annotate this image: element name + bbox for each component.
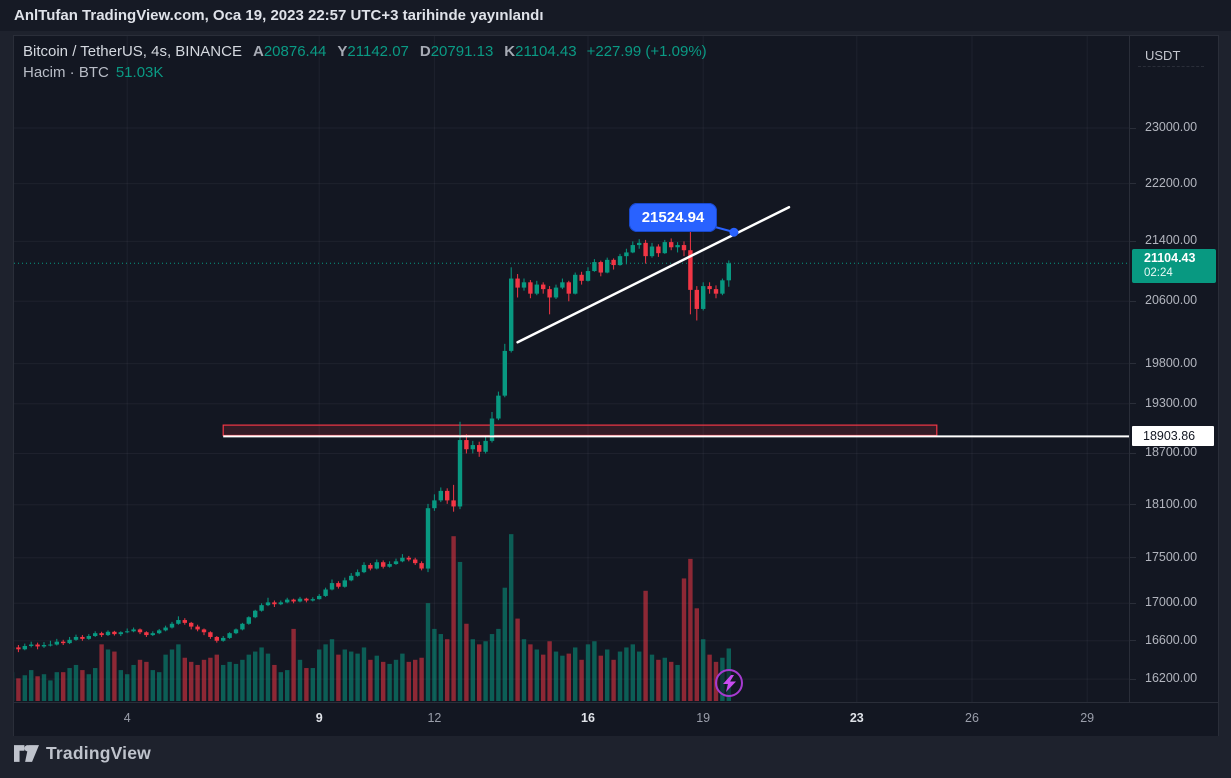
price-tick <box>1130 127 1136 129</box>
price-tick-label: 19800.00 <box>1145 355 1198 370</box>
price-tick-label: 18100.00 <box>1145 496 1198 511</box>
price-tick-label: 21400.00 <box>1145 233 1198 248</box>
time-tick-label: 29 <box>1080 711 1095 725</box>
price-tick-label: 18700.00 <box>1145 445 1198 460</box>
time-tick-label: 12 <box>427 711 442 725</box>
current-price-value: 21104.43 <box>1144 251 1196 266</box>
trendline-price-callout[interactable]: 21524.94 <box>629 203 717 232</box>
chart-legend: Bitcoin / TetherUS, 4s, BINANCE A20876.4… <box>23 43 707 85</box>
time-tick-label: 4 <box>123 711 131 725</box>
time-axis[interactable]: 4 9 12 16 19 23 26 29 <box>14 702 1218 736</box>
volume-indicator-value: 51.03K <box>115 64 164 81</box>
open-value: A20876.44 <box>252 43 327 60</box>
price-tick-label: 23000.00 <box>1145 120 1198 134</box>
axis-currency-label[interactable]: USDT <box>1145 48 1181 63</box>
close-value: K21104.43 <box>504 43 577 60</box>
attribution-bar: AnlTufan TradingView.com, Oca 19, 2023 2… <box>0 0 1231 31</box>
tradingview-logo-icon <box>14 745 39 762</box>
price-tick-label: 22200.00 <box>1145 175 1198 190</box>
price-tick <box>1130 557 1136 559</box>
symbol-title[interactable]: Bitcoin / TetherUS, 4s, BINANCE <box>23 43 242 60</box>
price-tick <box>1130 183 1136 185</box>
price-tick <box>1130 504 1136 506</box>
price-chart-canvas[interactable] <box>14 36 1129 702</box>
price-tick <box>1130 602 1136 604</box>
price-tick <box>1130 678 1136 680</box>
price-tick <box>1130 363 1136 365</box>
lightning-icon <box>722 674 736 692</box>
change-value: +227.99 (+1.09%) <box>586 43 707 60</box>
price-tick <box>1130 240 1136 242</box>
bar-countdown: 02:24 <box>1144 267 1173 280</box>
price-tick <box>1130 403 1136 405</box>
volume-indicator-label[interactable]: Hacim · BTC <box>23 64 109 81</box>
time-tick-label: 9 <box>315 711 323 725</box>
tradingview-logo-text: TradingView <box>46 743 151 763</box>
price-axis[interactable]: USDT 21104.43 02:24 18903.86 23000.00 222… <box>1129 36 1218 702</box>
flash-marker-button[interactable] <box>715 669 743 697</box>
price-tick-label: 20600.00 <box>1145 293 1198 308</box>
tradingview-logo[interactable]: TradingView <box>14 743 151 764</box>
high-value: Y21142.07 <box>337 43 409 60</box>
current-price-badge: 21104.43 02:24 <box>1132 249 1216 284</box>
time-tick-label: 16 <box>581 711 595 725</box>
time-tick-label: 23 <box>849 711 864 725</box>
low-value: D20791.13 <box>419 43 494 60</box>
axis-separator <box>1138 66 1204 67</box>
price-tick <box>1130 300 1136 302</box>
price-tick-label: 17000.00 <box>1145 595 1198 610</box>
level-price-badge: 18903.86 <box>1132 426 1214 447</box>
chart-frame: Bitcoin / TetherUS, 4s, BINANCE A20876.4… <box>13 35 1219 736</box>
time-tick-label: 19 <box>696 711 711 725</box>
price-tick-label: 16200.00 <box>1145 671 1198 686</box>
price-tick-label: 16600.00 <box>1145 632 1198 647</box>
price-tick-label: 17500.00 <box>1145 549 1198 564</box>
price-tick <box>1130 452 1136 454</box>
time-tick-label: 26 <box>965 711 979 725</box>
price-tick-label: 19300.00 <box>1145 395 1198 410</box>
price-tick <box>1130 640 1136 642</box>
